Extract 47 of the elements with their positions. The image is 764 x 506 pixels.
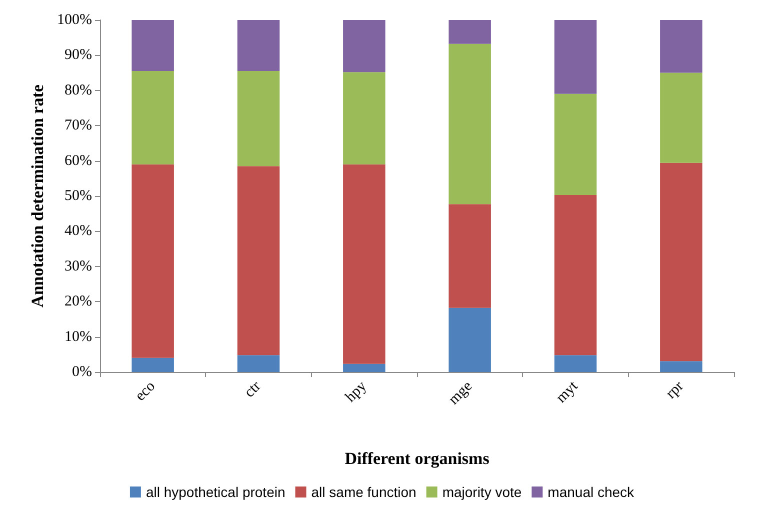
y-tick-label: 100% bbox=[57, 12, 92, 28]
bar bbox=[554, 355, 597, 372]
x-tick-label: eco bbox=[132, 378, 158, 404]
y-tick-label: 0% bbox=[72, 364, 92, 380]
y-tick-label: 50% bbox=[64, 188, 92, 204]
y-tick-label: 60% bbox=[64, 152, 92, 169]
x-tick-label: myt bbox=[553, 378, 582, 406]
y-tick-label: 10% bbox=[64, 328, 92, 345]
bar bbox=[554, 94, 597, 195]
x-tick-label: mge bbox=[446, 378, 476, 408]
y-tick-label: 30% bbox=[64, 258, 92, 274]
bar bbox=[660, 72, 702, 163]
legend-label: manual check bbox=[548, 484, 636, 500]
legend-label: all hypothetical protein bbox=[146, 484, 286, 500]
bar bbox=[448, 44, 491, 204]
bar bbox=[554, 194, 597, 356]
bar bbox=[660, 162, 702, 362]
bar bbox=[660, 361, 702, 372]
y-tick-label: 40% bbox=[64, 223, 92, 240]
bar bbox=[237, 166, 280, 356]
bar bbox=[343, 20, 386, 72]
legend-label: majority vote bbox=[442, 484, 522, 500]
bar bbox=[132, 20, 174, 72]
x-tick-label: rpr bbox=[663, 378, 687, 402]
y-tick-label: 90% bbox=[64, 47, 92, 64]
bar bbox=[343, 164, 386, 364]
bar bbox=[343, 364, 386, 372]
y-tick-label: 70% bbox=[64, 118, 92, 134]
x-tick-label: hpy bbox=[342, 378, 370, 406]
y-tick-label: 80% bbox=[64, 82, 92, 98]
legend-label: all same function bbox=[311, 484, 416, 500]
bar bbox=[448, 20, 491, 44]
bar bbox=[448, 308, 491, 372]
bar bbox=[132, 164, 174, 358]
bar bbox=[660, 20, 702, 73]
bar bbox=[132, 71, 174, 164]
bar bbox=[343, 72, 386, 164]
bar bbox=[132, 358, 174, 372]
bar bbox=[554, 20, 597, 94]
bar bbox=[237, 71, 280, 166]
x-tick-label: ctr bbox=[242, 378, 264, 401]
y-axis-title: Annotation determination rate bbox=[28, 84, 48, 308]
bar bbox=[448, 204, 491, 308]
x-axis-title: Different organisms bbox=[344, 449, 490, 468]
bar bbox=[237, 355, 280, 372]
y-tick-label: 20% bbox=[64, 294, 92, 310]
bar bbox=[237, 20, 280, 72]
